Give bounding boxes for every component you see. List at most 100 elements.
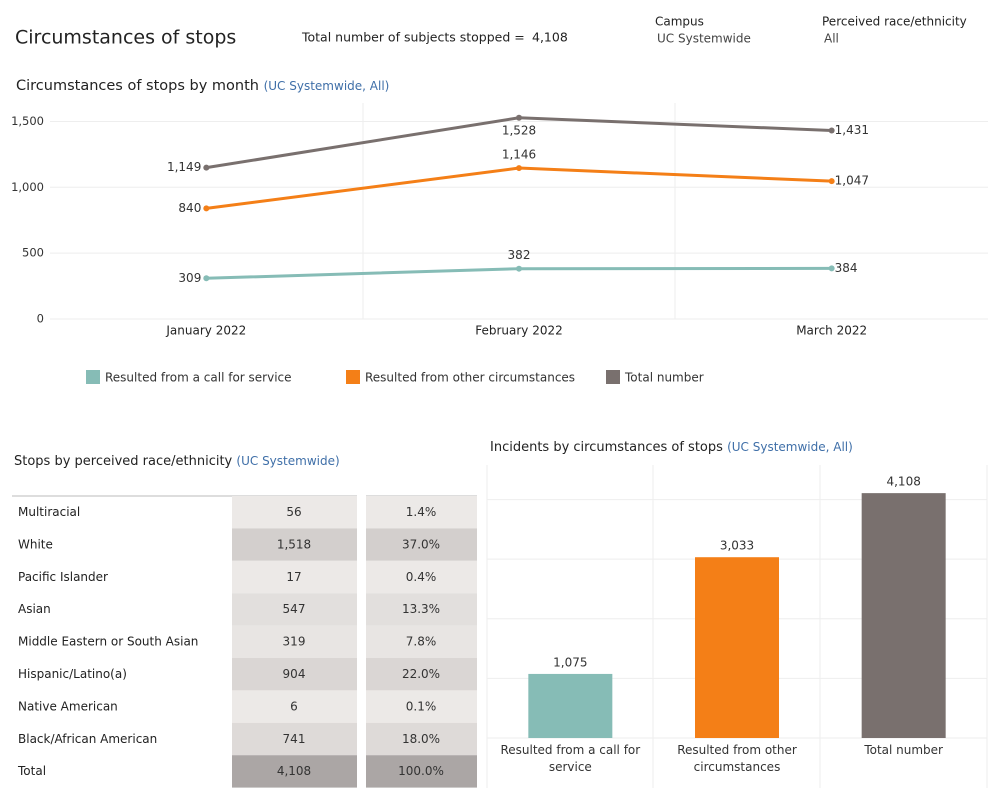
table-cell: 22.0% bbox=[402, 667, 440, 681]
data-label: 384 bbox=[835, 261, 858, 275]
table-cell-bg bbox=[232, 593, 357, 626]
table-cell-bg bbox=[232, 496, 357, 529]
point bbox=[516, 165, 522, 172]
row-label: Asian bbox=[18, 602, 51, 616]
table-cell-bg bbox=[232, 625, 357, 658]
table-cell: 56 bbox=[286, 505, 301, 519]
chart-subtitle: (UC Systemwide, All) bbox=[727, 440, 853, 454]
chart-title: Circumstances of stops by month (UC Syst… bbox=[16, 78, 389, 94]
table-title: Stops by perceived race/ethnicity (UC Sy… bbox=[14, 454, 340, 469]
point bbox=[203, 275, 210, 282]
point bbox=[828, 178, 835, 185]
table-cell-bg bbox=[366, 625, 477, 658]
filter-value[interactable]: UC Systemwide bbox=[657, 32, 751, 46]
table-cell-bg bbox=[232, 755, 357, 788]
table-cell: 0.1% bbox=[406, 699, 437, 713]
table-cell: 4,108 bbox=[277, 764, 311, 778]
legend-swatch bbox=[346, 370, 360, 384]
table-cell-bg bbox=[232, 560, 357, 594]
bar bbox=[528, 673, 613, 738]
point bbox=[203, 205, 210, 212]
x-tick-label: February 2022 bbox=[475, 324, 563, 338]
filter-value[interactable]: All bbox=[824, 32, 839, 46]
y-tick-label: 1,500 bbox=[11, 114, 44, 128]
data-label: 1,146 bbox=[502, 148, 536, 162]
table-cell: 18.0% bbox=[402, 732, 440, 746]
data-label: 382 bbox=[508, 248, 531, 262]
legend-label: Resulted from other circumstances bbox=[365, 371, 575, 385]
table-cell-bg bbox=[232, 658, 357, 691]
table-cell-bg bbox=[232, 690, 357, 723]
table-cell: 1.4% bbox=[406, 505, 437, 519]
point bbox=[516, 265, 522, 272]
y-tick-label: 0 bbox=[37, 312, 44, 326]
data-label: 4,108 bbox=[886, 475, 920, 489]
x-tick-label: Total number bbox=[864, 743, 943, 757]
table-cell-bg bbox=[366, 755, 477, 788]
table-title-text: Stops by perceived race/ethnicity bbox=[14, 454, 233, 469]
data-label: 1,431 bbox=[835, 123, 869, 137]
point bbox=[828, 127, 835, 134]
table-cell: 7.8% bbox=[406, 635, 437, 649]
y-tick-label: 500 bbox=[22, 246, 44, 260]
data-label: 1,047 bbox=[835, 174, 869, 188]
table-cell-bg bbox=[366, 593, 477, 626]
x-tick-label: March 2022 bbox=[796, 324, 867, 338]
y-tick-label: 1,000 bbox=[11, 180, 44, 194]
table-cell-bg bbox=[366, 496, 477, 529]
filter-label: Perceived race/ethnicity bbox=[822, 15, 967, 29]
x-tick-label-box: Resulted from other circumstances bbox=[677, 743, 797, 774]
table-cell-bg bbox=[232, 528, 357, 561]
x-tick-label: Resulted from other circumstances bbox=[677, 743, 797, 774]
x-tick-label-box: Total number bbox=[864, 743, 943, 757]
table-cell: 17 bbox=[286, 570, 301, 584]
row-label: Middle Eastern or South Asian bbox=[18, 635, 198, 649]
row-label: Total bbox=[17, 764, 46, 778]
table-cell: 547 bbox=[283, 602, 306, 616]
series-line bbox=[206, 166, 832, 210]
table-cell: 904 bbox=[283, 667, 306, 681]
table-cell-bg bbox=[366, 690, 477, 723]
table-cell: 100.0% bbox=[398, 764, 444, 778]
x-tick-label: Resulted from a call for service bbox=[500, 743, 641, 774]
table-cell-bg bbox=[366, 722, 477, 756]
row-label: Multiracial bbox=[18, 505, 80, 519]
table-cell-bg bbox=[366, 560, 477, 594]
row-label: Hispanic/Latino(a) bbox=[18, 667, 127, 681]
data-label: 1,075 bbox=[553, 655, 587, 669]
table-cell: 37.0% bbox=[402, 537, 440, 551]
point bbox=[516, 114, 522, 121]
x-tick-label: January 2022 bbox=[165, 324, 246, 338]
total-value: 4,108 bbox=[532, 30, 568, 45]
row-label: White bbox=[18, 537, 53, 551]
data-label: 1,149 bbox=[167, 160, 201, 174]
legend-swatch bbox=[86, 370, 100, 384]
data-label: 840 bbox=[178, 201, 201, 215]
total-label: Total number of subjects stopped = bbox=[301, 30, 525, 45]
table-cell-bg bbox=[366, 528, 477, 561]
point bbox=[828, 265, 835, 272]
filter-label: Campus bbox=[655, 15, 704, 29]
table-subtitle: (UC Systemwide) bbox=[236, 454, 339, 468]
title: Circumstances of stops bbox=[15, 27, 236, 49]
table-cell: 6 bbox=[290, 699, 298, 713]
bar bbox=[695, 557, 779, 738]
table-cell: 319 bbox=[283, 635, 306, 649]
table-cell-bg bbox=[366, 658, 477, 691]
row-label: Black/African American bbox=[18, 732, 157, 746]
legend-label: Resulted from a call for service bbox=[105, 371, 292, 385]
chart-title-text: Incidents by circumstances of stops bbox=[490, 440, 723, 455]
point bbox=[203, 164, 210, 171]
table-cell: 0.4% bbox=[406, 570, 437, 584]
row-label: Native American bbox=[18, 699, 118, 713]
table-cell: 13.3% bbox=[402, 602, 440, 616]
data-label: 1,528 bbox=[502, 123, 536, 137]
legend-label: Total number bbox=[624, 371, 704, 385]
data-label: 309 bbox=[178, 271, 201, 285]
chart-subtitle: (UC Systemwide, All) bbox=[264, 79, 390, 93]
legend-swatch bbox=[606, 370, 620, 384]
x-tick-label-box: Resulted from a call for service bbox=[500, 743, 641, 774]
bar bbox=[861, 493, 946, 738]
